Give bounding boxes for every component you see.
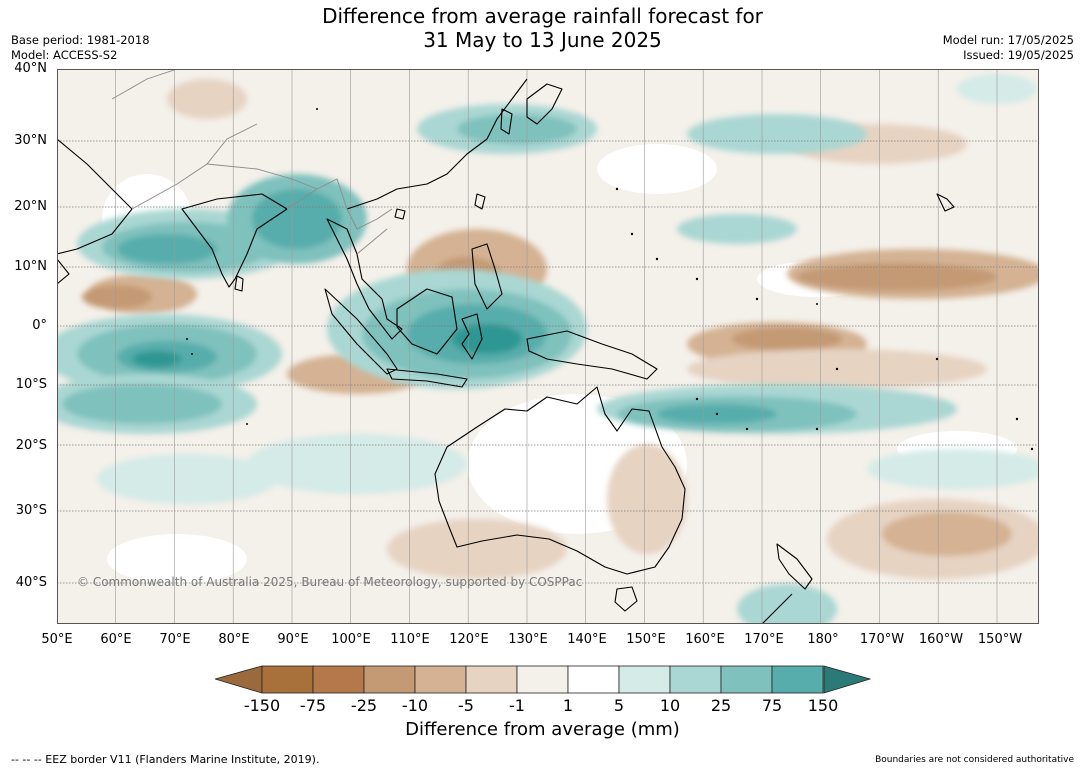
title-line-1: Difference from average rainfall forecas… bbox=[322, 4, 763, 28]
india-coast bbox=[181, 193, 288, 288]
colorbar-title: Difference from average (mm) bbox=[405, 719, 680, 740]
lon-label: 150°E bbox=[626, 632, 666, 647]
eez-note: -- -- -- EEZ border V11 (Flanders Marine… bbox=[11, 753, 320, 766]
lon-label: 50°E bbox=[41, 632, 73, 647]
colorbar-label: -25 bbox=[350, 696, 378, 715]
colorbar-label: 10 bbox=[659, 696, 681, 715]
lat-label: 40°N bbox=[14, 61, 47, 76]
lon-label: 170°E bbox=[744, 632, 784, 647]
philippines-coast bbox=[471, 243, 503, 310]
lon-label: 80°E bbox=[218, 632, 250, 647]
colorbar-segment bbox=[465, 665, 518, 694]
lon-label: 140°E bbox=[567, 632, 607, 647]
sumatra-coast bbox=[324, 288, 398, 375]
taiwan-coast bbox=[474, 193, 486, 210]
meridians bbox=[115, 69, 998, 624]
colorbar-label: 5 bbox=[613, 696, 625, 715]
colorbar-segment bbox=[720, 665, 773, 694]
colorbar-segment bbox=[261, 665, 314, 694]
australia-coast bbox=[434, 386, 686, 575]
lon-label: 160°W bbox=[918, 632, 964, 647]
country-borders bbox=[111, 69, 393, 255]
lat-label: 30°N bbox=[14, 133, 47, 148]
base-period: Base period: 1981-2018 bbox=[11, 33, 150, 47]
lon-label: 160°E bbox=[685, 632, 725, 647]
colorbar-segment bbox=[312, 665, 365, 694]
lat-label: 40°S bbox=[15, 575, 47, 590]
sulawesi-coast bbox=[461, 313, 483, 360]
model-name: Model: ACCESS-S2 bbox=[11, 48, 118, 62]
rainfall-anomaly-map: © Commonwealth of Australia 2025, Bureau… bbox=[57, 69, 1039, 624]
lon-label: 70°E bbox=[159, 632, 191, 647]
lat-label: 20°N bbox=[14, 199, 47, 214]
colorbar-label: -150 bbox=[243, 696, 281, 715]
colorbar-label: 25 bbox=[710, 696, 732, 715]
boundary-disclaimer: Boundaries are not considered authoritat… bbox=[875, 755, 1074, 765]
lat-label: 0° bbox=[32, 318, 47, 333]
colorbar-segment bbox=[363, 665, 416, 694]
lat-label: 30°S bbox=[15, 503, 47, 518]
meta-left: Base period: 1981-2018 Model: ACCESS-S2 bbox=[11, 33, 150, 63]
lat-label: 20°S bbox=[15, 438, 47, 453]
lat-label: 10°S bbox=[15, 377, 47, 392]
title-line-2: 31 May to 13 June 2025 bbox=[423, 28, 662, 52]
sri-lanka-coast bbox=[234, 275, 244, 292]
new-zealand-coast bbox=[776, 543, 813, 590]
colorbar-label: -10 bbox=[401, 696, 429, 715]
colorbar bbox=[213, 664, 872, 700]
colorbar-segment bbox=[618, 665, 671, 694]
colorbar-label: -75 bbox=[299, 696, 327, 715]
korea-coast bbox=[500, 108, 513, 135]
map-title: Difference from average rainfall forecas… bbox=[0, 4, 1085, 52]
borneo-coast bbox=[396, 288, 458, 355]
colorbar-segment bbox=[669, 665, 722, 694]
hainan-coast bbox=[394, 208, 406, 220]
meta-right: Model run: 17/05/2025 Issued: 19/05/2025 bbox=[943, 33, 1074, 63]
colorbar-label: 1 bbox=[562, 696, 574, 715]
colorbar-label: -1 bbox=[509, 696, 525, 715]
lon-label: 100°E bbox=[331, 632, 371, 647]
china-coast bbox=[346, 78, 528, 210]
lon-label: 110°E bbox=[390, 632, 430, 647]
colorbar-label: -5 bbox=[458, 696, 474, 715]
lat-label: 10°N bbox=[14, 259, 47, 274]
colorbar-extend-high bbox=[823, 665, 872, 694]
lon-label: 170°W bbox=[859, 632, 905, 647]
colorbar-segment bbox=[414, 665, 467, 694]
new-guinea-coast bbox=[526, 330, 658, 380]
hawaii-coast bbox=[936, 193, 955, 212]
lon-label: 60°E bbox=[100, 632, 132, 647]
lon-label: 90°E bbox=[277, 632, 309, 647]
lon-label: 120°E bbox=[449, 632, 489, 647]
colorbar-svg bbox=[213, 665, 872, 694]
model-run: Model run: 17/05/2025 bbox=[942, 33, 1074, 47]
colorbar-label: 150 bbox=[807, 696, 839, 715]
africa-horn-coast bbox=[57, 258, 70, 285]
issued-date: Issued: 19/05/2025 bbox=[963, 48, 1074, 62]
colorbar-segments bbox=[261, 665, 824, 694]
colorbar-extend-low bbox=[213, 665, 263, 694]
new-zealand-south-coast bbox=[761, 593, 793, 624]
colorbar-label: 75 bbox=[761, 696, 783, 715]
colorbar-segment bbox=[516, 665, 569, 694]
lon-label: 150°W bbox=[977, 632, 1023, 647]
lon-label: 130°E bbox=[508, 632, 548, 647]
lon-label: 180° bbox=[807, 632, 839, 647]
java-coast bbox=[386, 368, 468, 388]
islands bbox=[186, 108, 1034, 451]
colorbar-segment bbox=[771, 665, 824, 694]
map-canvas: © Commonwealth of Australia 2025, Bureau… bbox=[57, 69, 1039, 624]
copyright-text: © Commonwealth of Australia 2025, Bureau… bbox=[77, 575, 582, 589]
tasmania-coast bbox=[614, 586, 638, 612]
japan-coast bbox=[526, 83, 563, 125]
colorbar-segment bbox=[567, 665, 620, 694]
